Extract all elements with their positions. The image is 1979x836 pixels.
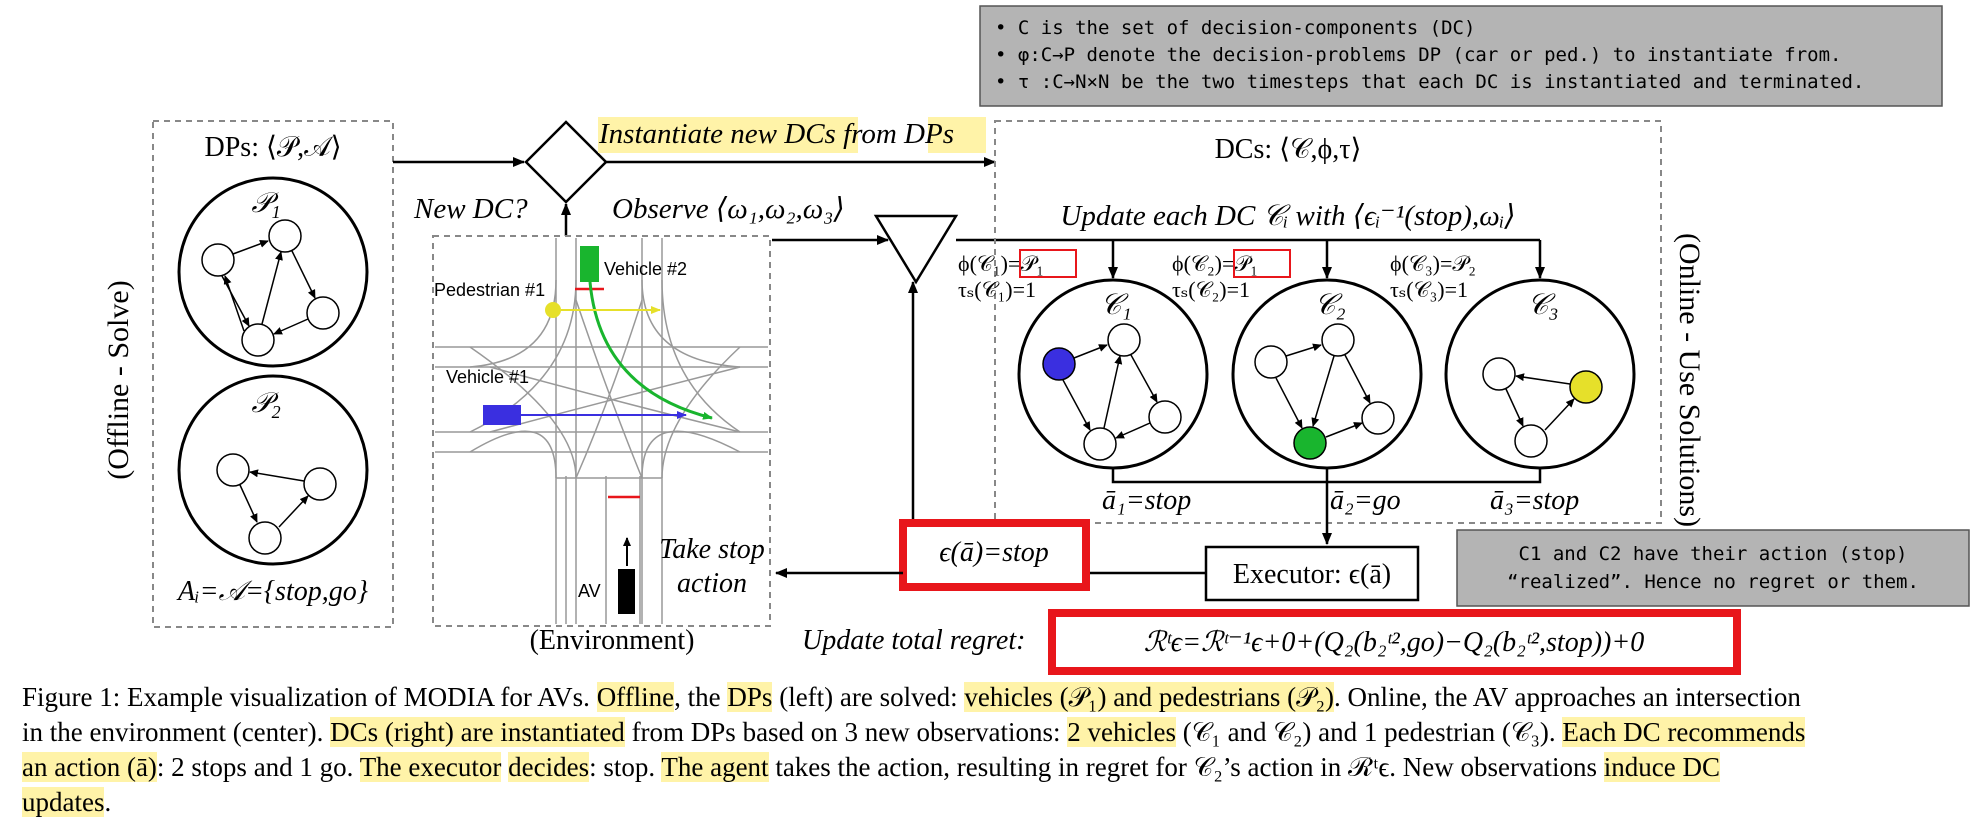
caption-seg: : 2 stops and 1 go. <box>156 752 360 782</box>
caption-seg: takes the action, resulting in regret fo… <box>768 752 1604 782</box>
dc-1: ϕ(𝒞₁)=𝒫₁ τₛ(𝒞₁)=1 𝒞₁ ā₁=stop <box>958 249 1209 516</box>
p2-circle <box>177 374 369 566</box>
environment-caption: (Environment) <box>530 625 695 656</box>
take-stop-label-2: action <box>677 568 747 599</box>
regret-note-line-1: C1 and C2 have their action (stop) <box>1519 543 1908 565</box>
dc-1-action: ā₁=stop <box>1102 485 1191 516</box>
vehicle-2-marker <box>580 246 599 282</box>
vehicle-1-label: Vehicle #1 <box>446 367 529 387</box>
av-label: AV <box>578 581 601 601</box>
dc-2: ϕ(𝒞₂)=𝒫₁ τₛ(𝒞₂)=1 𝒞₂ ā₂=go <box>1172 249 1423 516</box>
note-line-2: • φ:C→P denote the decision-problems DP … <box>995 44 1841 66</box>
caption-highlight: Offline <box>596 682 675 712</box>
dc-2-state-active <box>1293 426 1327 460</box>
offline-side-label: (Offline - Solve) <box>102 280 135 479</box>
dc-2-phi-box <box>1233 249 1291 278</box>
caption-seg: . Online, the AV approaches an intersect… <box>22 682 1801 747</box>
vehicle-1-marker <box>483 405 521 425</box>
caption-seg: (left) are solved: <box>772 682 965 712</box>
caption-highlight: The executor <box>359 752 502 782</box>
regret-note: C1 and C2 have their action (stop) “real… <box>1456 529 1970 607</box>
offline-panel: DPs: ⟨𝒫,𝒜⟩ 𝒫1 𝒫2 Aᵢ=𝒜={stop, <box>152 120 394 628</box>
instantiate-label: Instantiate new DCs from DPs <box>598 118 954 150</box>
caption-highlight: decides <box>508 752 590 782</box>
definitions-note: • C is the set of decision-components (D… <box>979 5 1943 107</box>
actions-label: Aᵢ=𝒜={stop,go} <box>176 576 368 607</box>
executor-result-box <box>899 519 1090 591</box>
av-marker <box>618 569 635 614</box>
new-dc-decision-diamond <box>524 120 608 204</box>
regret-formula-box <box>1048 609 1741 675</box>
dc-3-name: 𝒞₃ <box>1527 289 1558 321</box>
instantiate-highlight <box>598 117 858 153</box>
dc-1-phi-label: ϕ(𝒞₁)=𝒫₁ <box>958 251 1044 276</box>
vehicle-2-label: Vehicle #2 <box>604 259 687 279</box>
road-lines <box>435 238 768 624</box>
observation-triangle <box>873 214 959 285</box>
executor-label: Executor: ϵ(ā) <box>1233 559 1391 590</box>
caption-seg: , the <box>674 682 728 712</box>
dc-3-phi-label: ϕ(𝒞₃)=𝒫₂ <box>1390 251 1476 276</box>
regret-note-line-2: “realized”. Hence no regret or them. <box>1507 571 1919 593</box>
dc-2-tau-label: τₛ(𝒞₂)=1 <box>1172 277 1250 302</box>
dc-1-state-active <box>1042 347 1076 381</box>
regret-formula: ℛᵗϵ=ℛᵗ⁻¹ϵ+0+(Q₂(b₂ᵗ²,go)−Q₂(b₂ᵗ²,stop))+… <box>1144 627 1645 658</box>
pedestrian-1-label: Pedestrian #1 <box>434 280 545 300</box>
online-panel: DCs: ⟨𝒞,ϕ,τ⟩ Update each DC 𝒞ᵢ with ⟨ϵᵢ⁻… <box>958 120 1662 545</box>
caption-seg: . <box>104 787 112 817</box>
dc-1-phi-box <box>1019 249 1077 278</box>
online-update-label: Update each DC 𝒞ᵢ with ⟨ϵᵢ⁻¹(stop),ωᵢ⟩ <box>1060 200 1515 232</box>
executor-result: ϵ(ā)=stop <box>939 537 1049 568</box>
regret-label: Update total regret: <box>802 625 1025 656</box>
p1-graph <box>201 219 340 357</box>
dc-3-state-active <box>1569 370 1603 404</box>
p2-graph <box>216 453 337 555</box>
caption-highlight: vehicles (𝒫₁) and pedestrians (𝒫₂) <box>964 682 1335 712</box>
caption-highlight: The agent <box>661 752 769 782</box>
note-line-3: • τ :C→N×N be the two timesteps that eac… <box>995 71 1864 93</box>
caption-highlight: DCs (right) are instantiated <box>330 717 625 747</box>
pedestrian-1-marker <box>545 302 561 318</box>
note-line-1: • C is the set of decision-components (D… <box>995 17 1475 39</box>
environment-panel: Vehicle #2 Pedestrian #1 Vehicle #1 AV <box>432 235 771 627</box>
vehicle-2-trajectory <box>588 281 713 420</box>
dc-2-action: ā₂=go <box>1330 485 1401 516</box>
dc-3-tau-label: τₛ(𝒞₃)=1 <box>1390 277 1468 302</box>
dc-2-name: 𝒞₂ <box>1314 289 1345 321</box>
take-stop-label-1: Take stop <box>659 534 765 565</box>
caption-highlight: DPs <box>727 682 773 712</box>
figure-caption: Figure 1: Example visualization of MODIA… <box>22 680 1812 820</box>
online-title: DCs: ⟨𝒞,ϕ,τ⟩ <box>1215 134 1362 165</box>
dps-highlight <box>928 117 986 153</box>
caption-seg: Figure 1: Example visualization of MODIA… <box>22 682 597 712</box>
caption-seg: (𝒞₁ and 𝒞₂) and 1 pedestrian (𝒞₃). <box>1175 717 1563 747</box>
caption-seg: : stop. <box>589 752 662 782</box>
caption-seg: from DPs based on 3 new observations: <box>624 717 1068 747</box>
dc-1-tau-label: τₛ(𝒞₁)=1 <box>958 277 1036 302</box>
new-dc-label: New DC? <box>413 193 528 225</box>
dc-3: ϕ(𝒞₃)=𝒫₂ τₛ(𝒞₃)=1 𝒞₃ ā₃=stop <box>1390 251 1636 516</box>
dc-3-action: ā₃=stop <box>1490 485 1579 516</box>
dc-1-name: 𝒞₁ <box>1100 289 1131 321</box>
observe-label: Observe ⟨ω₁,ω₂,ω₃⟩ <box>612 193 845 225</box>
online-side-label: (Online - Use Solutions) <box>1673 233 1706 527</box>
dc-2-phi-label: ϕ(𝒞₂)=𝒫₁ <box>1172 251 1258 276</box>
caption-highlight: 2 vehicles <box>1067 717 1176 747</box>
offline-title: DPs: ⟨𝒫,𝒜⟩ <box>205 132 342 163</box>
